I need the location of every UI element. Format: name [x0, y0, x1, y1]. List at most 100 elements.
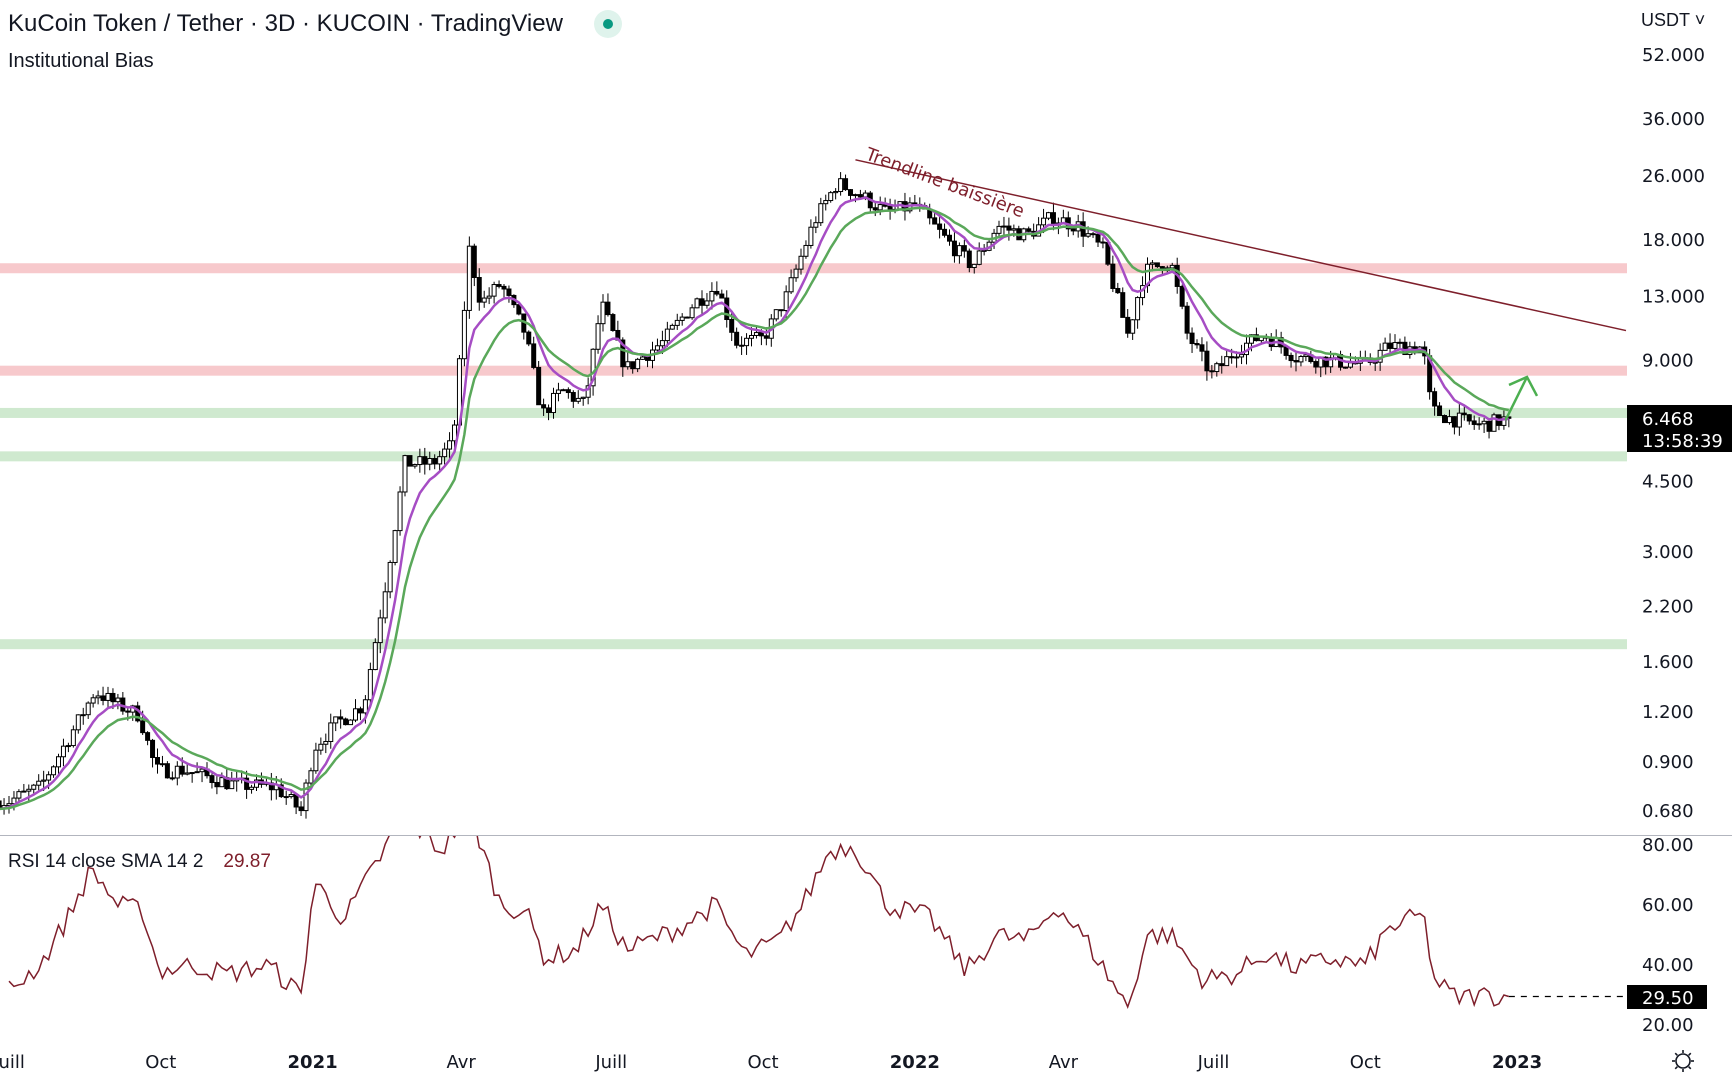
candle	[95, 695, 101, 699]
candle	[620, 339, 626, 368]
candle	[565, 389, 571, 394]
candle	[159, 763, 165, 766]
candle	[971, 263, 977, 269]
candle	[461, 309, 467, 360]
candle	[169, 777, 175, 780]
candle	[1046, 212, 1051, 219]
time-tick-label: Oct	[1350, 1052, 1381, 1073]
candle	[471, 245, 477, 278]
candle	[679, 316, 685, 321]
candle	[1446, 416, 1452, 424]
settings-icon[interactable]	[1672, 1050, 1694, 1072]
candle	[1501, 416, 1507, 426]
candle	[526, 331, 532, 345]
candle	[773, 309, 779, 320]
candle	[1313, 361, 1319, 368]
rsi-value-badge	[1627, 985, 1707, 1009]
candle	[46, 774, 52, 781]
price-tick-label: 52.000	[1642, 45, 1705, 66]
candle	[105, 692, 111, 701]
indicator-name: Institutional Bias	[8, 50, 154, 72]
price-tick-label: 2.200	[1642, 596, 1694, 617]
candle	[719, 293, 725, 299]
candle	[65, 745, 71, 748]
candle	[937, 223, 943, 230]
candle	[1214, 363, 1220, 373]
candle	[75, 714, 81, 731]
candle	[813, 222, 819, 228]
candle	[1229, 356, 1235, 359]
market-status-icon[interactable]	[594, 10, 622, 38]
price-tick-label: 4.500	[1642, 472, 1694, 493]
candle	[659, 340, 665, 347]
candle	[476, 276, 482, 303]
candle	[506, 288, 512, 296]
candle	[1283, 346, 1289, 356]
candle	[778, 309, 784, 312]
candle	[412, 464, 418, 467]
candle	[669, 324, 675, 330]
candle	[1169, 264, 1175, 269]
candle	[1135, 297, 1141, 321]
candle	[1476, 423, 1482, 426]
time-tick-label: 2023	[1492, 1052, 1542, 1073]
candle	[877, 204, 883, 211]
candle	[570, 392, 576, 402]
candle	[600, 301, 606, 325]
candle	[1402, 341, 1408, 356]
candle	[793, 268, 799, 279]
candle	[739, 344, 745, 347]
candle	[1456, 412, 1462, 428]
candle	[60, 745, 66, 758]
candle	[323, 740, 329, 745]
candle	[961, 245, 967, 252]
candle	[1100, 241, 1106, 244]
rsi-badge-value: 29.50	[1642, 988, 1694, 1009]
candle	[848, 189, 853, 196]
candle	[1491, 414, 1497, 432]
candle	[694, 298, 700, 309]
candle	[184, 772, 190, 775]
candle	[293, 794, 299, 808]
candle	[541, 404, 547, 409]
candle	[1387, 342, 1393, 349]
candle	[699, 298, 705, 306]
candle	[872, 207, 878, 211]
candle	[1432, 391, 1438, 407]
time-tick-label: Avr	[446, 1052, 476, 1073]
currency-selector[interactable]: USDT ˅	[1641, 10, 1705, 31]
candle	[466, 245, 472, 311]
time-tick-label: Juill	[1197, 1052, 1230, 1073]
price-tick-label: 3.000	[1642, 542, 1694, 563]
candle	[932, 217, 938, 225]
candle	[1149, 262, 1155, 265]
candle	[1298, 356, 1304, 363]
candle	[417, 456, 423, 466]
candle	[585, 385, 591, 398]
candle	[422, 456, 428, 465]
candle	[486, 295, 492, 299]
candle	[427, 458, 433, 465]
candle	[788, 277, 794, 293]
candle	[80, 714, 86, 717]
candle	[1154, 262, 1160, 268]
candle	[942, 228, 948, 236]
price-tick-label: 1.600	[1642, 652, 1694, 673]
candle	[382, 591, 388, 619]
candle	[1328, 357, 1334, 368]
candle	[333, 716, 339, 724]
candle	[199, 768, 205, 773]
candle	[1481, 420, 1487, 425]
candle	[749, 334, 754, 339]
candle	[1130, 319, 1136, 334]
candle	[100, 695, 106, 701]
candle	[610, 314, 616, 331]
candle	[283, 796, 289, 799]
candle	[966, 250, 972, 269]
candle	[387, 561, 393, 593]
chart-title: KuCoin Token / Tether · 3D · KUCOIN · Tr…	[8, 10, 563, 37]
last-price-badge	[1627, 405, 1732, 452]
price-tick-label: 26.000	[1642, 166, 1705, 187]
candle	[1293, 360, 1299, 363]
